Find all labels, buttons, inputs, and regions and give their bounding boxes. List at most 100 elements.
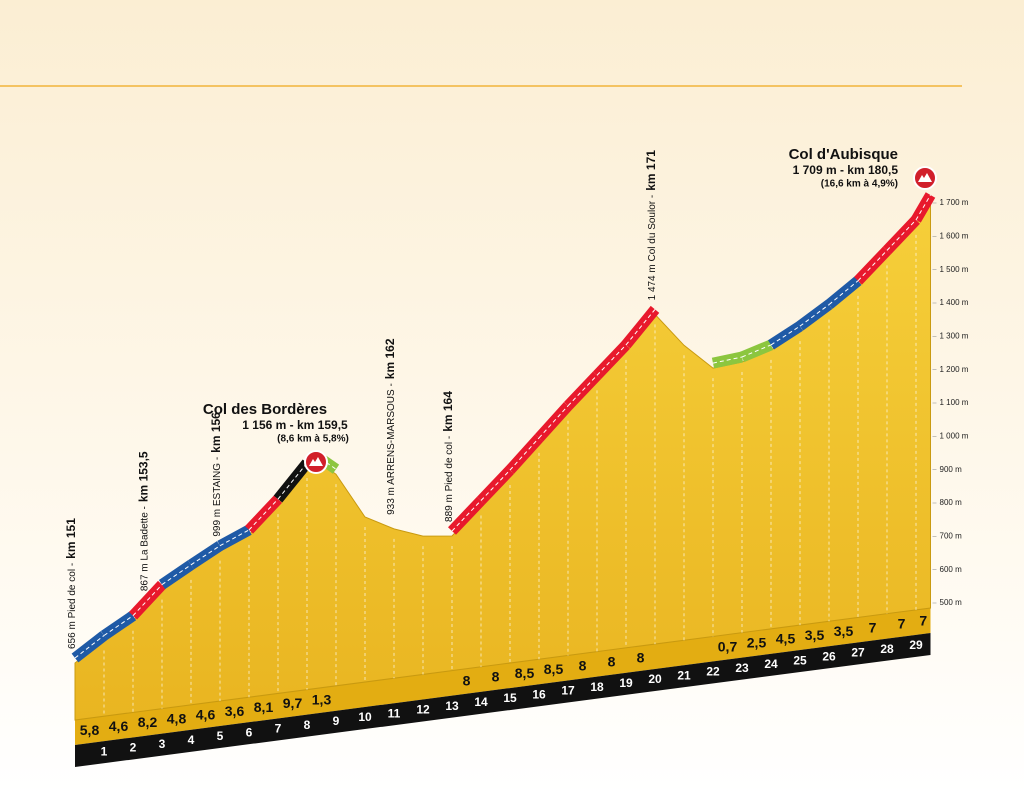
annotation-km: km 164 <box>441 391 455 432</box>
gradient-label: 1,3 <box>312 691 332 707</box>
km-label: 23 <box>735 661 749 675</box>
annotation: 1 474 m Col du Soulor - km 171 <box>644 150 658 301</box>
y-tick-label: 900 m <box>940 465 963 474</box>
km-label: 1 <box>101 744 108 758</box>
gradient-strip-dash <box>219 529 250 547</box>
y-tick-label: 1 200 m <box>940 365 969 374</box>
gradient-strip-dash <box>828 280 859 305</box>
km-label: 15 <box>503 691 517 705</box>
gradient-strip-dash <box>190 545 221 566</box>
annotation: 867 m La Badette - km 153,5 <box>137 451 151 591</box>
km-label: 13 <box>445 699 459 713</box>
gradient-label: 3,5 <box>834 623 854 639</box>
gradient-strip-dash <box>886 219 917 251</box>
gradient-strip-dash <box>625 309 656 346</box>
y-tick-label: 800 m <box>940 498 963 507</box>
gradient-strip-dash <box>509 437 540 471</box>
gradient-label: 8,5 <box>515 665 535 681</box>
gradient-label: 4,5 <box>776 631 796 647</box>
annotation: 933 m ARRENS-MARSOUS - km 162 <box>383 338 397 515</box>
km-label: 17 <box>561 684 575 698</box>
gradient-strip-dash <box>277 462 308 500</box>
gradient-label: 5,8 <box>80 722 100 738</box>
annotation-text: 999 m ESTAING - <box>212 457 223 537</box>
km-label: 10 <box>358 710 372 724</box>
gradient-strip-dash <box>770 325 801 346</box>
km-label: 16 <box>532 687 546 701</box>
annotation-km: km 162 <box>383 338 397 379</box>
annotation-km: km 153,5 <box>137 451 151 502</box>
y-tick-label: 500 m <box>940 598 963 607</box>
gradient-strip-dash <box>132 584 163 617</box>
km-label: 29 <box>909 638 923 652</box>
km-label: 8 <box>304 718 311 732</box>
gradient-label: 7 <box>869 619 877 635</box>
y-tick-label: 1 500 m <box>940 265 969 274</box>
y-tick-label: 1 700 m <box>940 198 969 207</box>
km-label: 12 <box>416 703 430 717</box>
annotation-text: 933 m ARRENS-MARSOUS - <box>386 383 397 515</box>
gradient-strip-dash <box>103 615 134 636</box>
km-band <box>75 633 931 767</box>
gradient-label: 8 <box>608 653 616 669</box>
km-label: 9 <box>333 714 340 728</box>
gradient-label: 8 <box>637 650 645 666</box>
annotation-text: 867 m La Badette - <box>139 506 150 591</box>
km-label: 5 <box>217 729 224 743</box>
summit-icon-mountain <box>918 173 932 182</box>
summit-icon-mountain <box>309 457 323 466</box>
annotation-km: km 171 <box>644 150 658 191</box>
km-label: 3 <box>159 737 166 751</box>
gradient-strip-dash <box>248 498 279 531</box>
gradient-label: 8 <box>463 672 471 688</box>
y-tick-label: 1 600 m <box>940 231 969 240</box>
gradient-strip-dash <box>915 194 931 221</box>
km-label: 26 <box>822 649 836 663</box>
gradient-label: 4,6 <box>109 718 129 734</box>
km-label: 24 <box>764 657 778 671</box>
gradient-strip-dash <box>857 250 888 282</box>
summit-climb: (16,6 km à 4,9%) <box>821 179 898 190</box>
gradient-label: 8 <box>579 657 587 673</box>
gradient-strip-dash <box>74 635 105 659</box>
km-label: 18 <box>590 680 604 694</box>
annotation-km: km 156 <box>209 412 223 453</box>
annotation-km: km 151 <box>64 518 78 559</box>
km-label: 11 <box>388 706 401 720</box>
gradient-label: 7 <box>919 613 927 629</box>
gradient-label: 8,5 <box>544 661 564 677</box>
km-label: 14 <box>474 695 488 709</box>
summit-detail: 1 156 m - km 159,5 <box>242 418 348 432</box>
y-tick-label: 1 100 m <box>940 398 969 407</box>
annotation: 999 m ESTAING - km 156 <box>209 412 223 537</box>
km-label: 2 <box>130 741 137 755</box>
km-label: 6 <box>246 725 253 739</box>
km-label: 19 <box>619 676 633 690</box>
summit-climb: (8,6 km à 5,8%) <box>277 434 349 445</box>
gradient-label: 8,1 <box>254 699 274 715</box>
gradient-label: 8 <box>492 669 500 685</box>
gradient-strip-dash <box>161 564 192 586</box>
gradient-label: 4,8 <box>167 710 187 726</box>
gradient-strip-dash <box>451 500 482 532</box>
y-tick-label: 700 m <box>940 531 963 540</box>
summit-detail: 1 709 m - km 180,5 <box>793 163 899 177</box>
annotation: 889 m Pied de col - km 164 <box>441 391 455 522</box>
front-face <box>75 608 931 745</box>
gradient-label: 4,6 <box>196 707 216 723</box>
km-label: 4 <box>188 733 195 747</box>
km-label: 7 <box>275 722 282 736</box>
gradient-strip-dash <box>567 374 598 407</box>
gradient-strip-dash <box>538 405 569 439</box>
summit-name: Col des Bordères <box>203 401 327 418</box>
km-label: 25 <box>793 653 807 667</box>
annotation-text: 656 m Pied de col - <box>67 563 78 649</box>
gradient-label: 2,5 <box>747 634 767 650</box>
km-label: 20 <box>648 672 662 686</box>
km-label: 22 <box>706 665 720 679</box>
y-tick-label: 1 300 m <box>940 331 969 340</box>
gradient-label: 8,2 <box>138 714 158 730</box>
km-label: 27 <box>851 646 865 660</box>
